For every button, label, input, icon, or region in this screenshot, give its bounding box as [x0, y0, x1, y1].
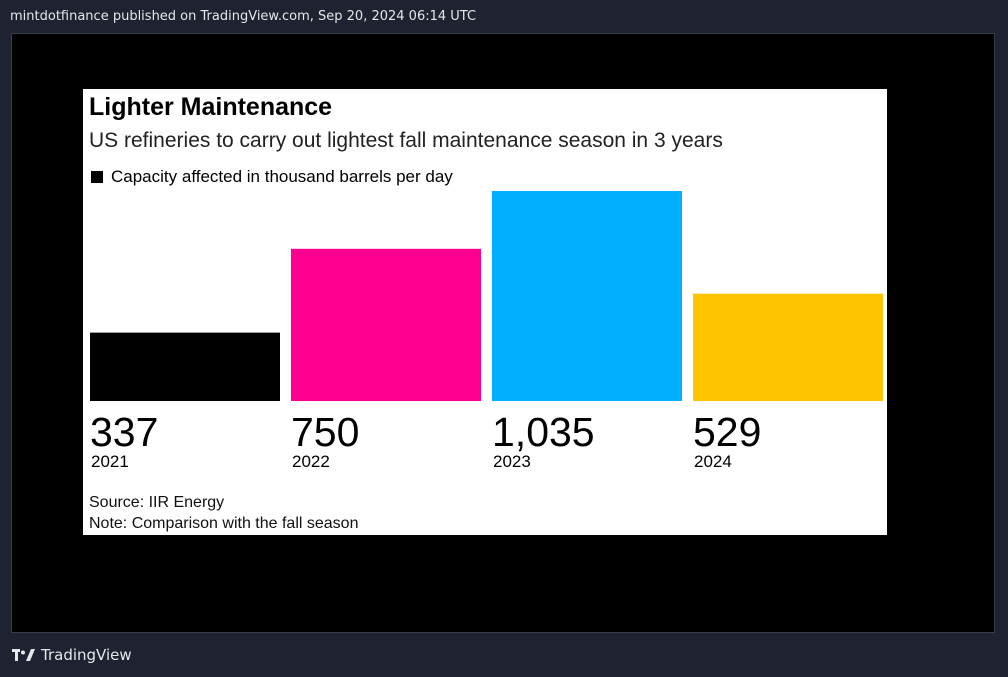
source-note: Source: IIR Energy Note: Comparison with… [89, 492, 358, 534]
legend: Capacity affected in thousand barrels pe… [91, 167, 453, 187]
value-label-2023: 1,035 [492, 409, 595, 455]
value-label-2021: 337 [90, 409, 158, 455]
category-label-2024: 2024 [694, 452, 732, 471]
legend-label: Capacity affected in thousand barrels pe… [111, 167, 453, 186]
value-label-2022: 750 [291, 409, 359, 455]
tradingview-logo-icon [12, 649, 35, 661]
chart-subtitle: US refineries to carry out lightest fall… [89, 129, 723, 152]
note-text: Note: Comparison with the fall season [89, 515, 359, 532]
chart-title: Lighter Maintenance [89, 93, 333, 121]
bar-2021 [90, 332, 280, 401]
category-label-2021: 2021 [91, 452, 129, 471]
brand-label: TradingView [41, 646, 132, 664]
value-label-2024: 529 [693, 409, 761, 455]
bar-2024 [693, 293, 883, 401]
publish-info: mintdotfinance published on TradingView.… [10, 9, 477, 24]
bar-2022 [291, 248, 481, 401]
chart-card: Lighter Maintenance US refineries to car… [83, 89, 887, 535]
legend-swatch [91, 171, 103, 183]
bar-2023 [492, 191, 682, 401]
category-label-2022: 2022 [292, 452, 330, 471]
source-text: Source: IIR Energy [89, 494, 225, 511]
tradingview-brand[interactable]: TradingView [12, 646, 132, 664]
category-label-2023: 2023 [493, 452, 531, 471]
